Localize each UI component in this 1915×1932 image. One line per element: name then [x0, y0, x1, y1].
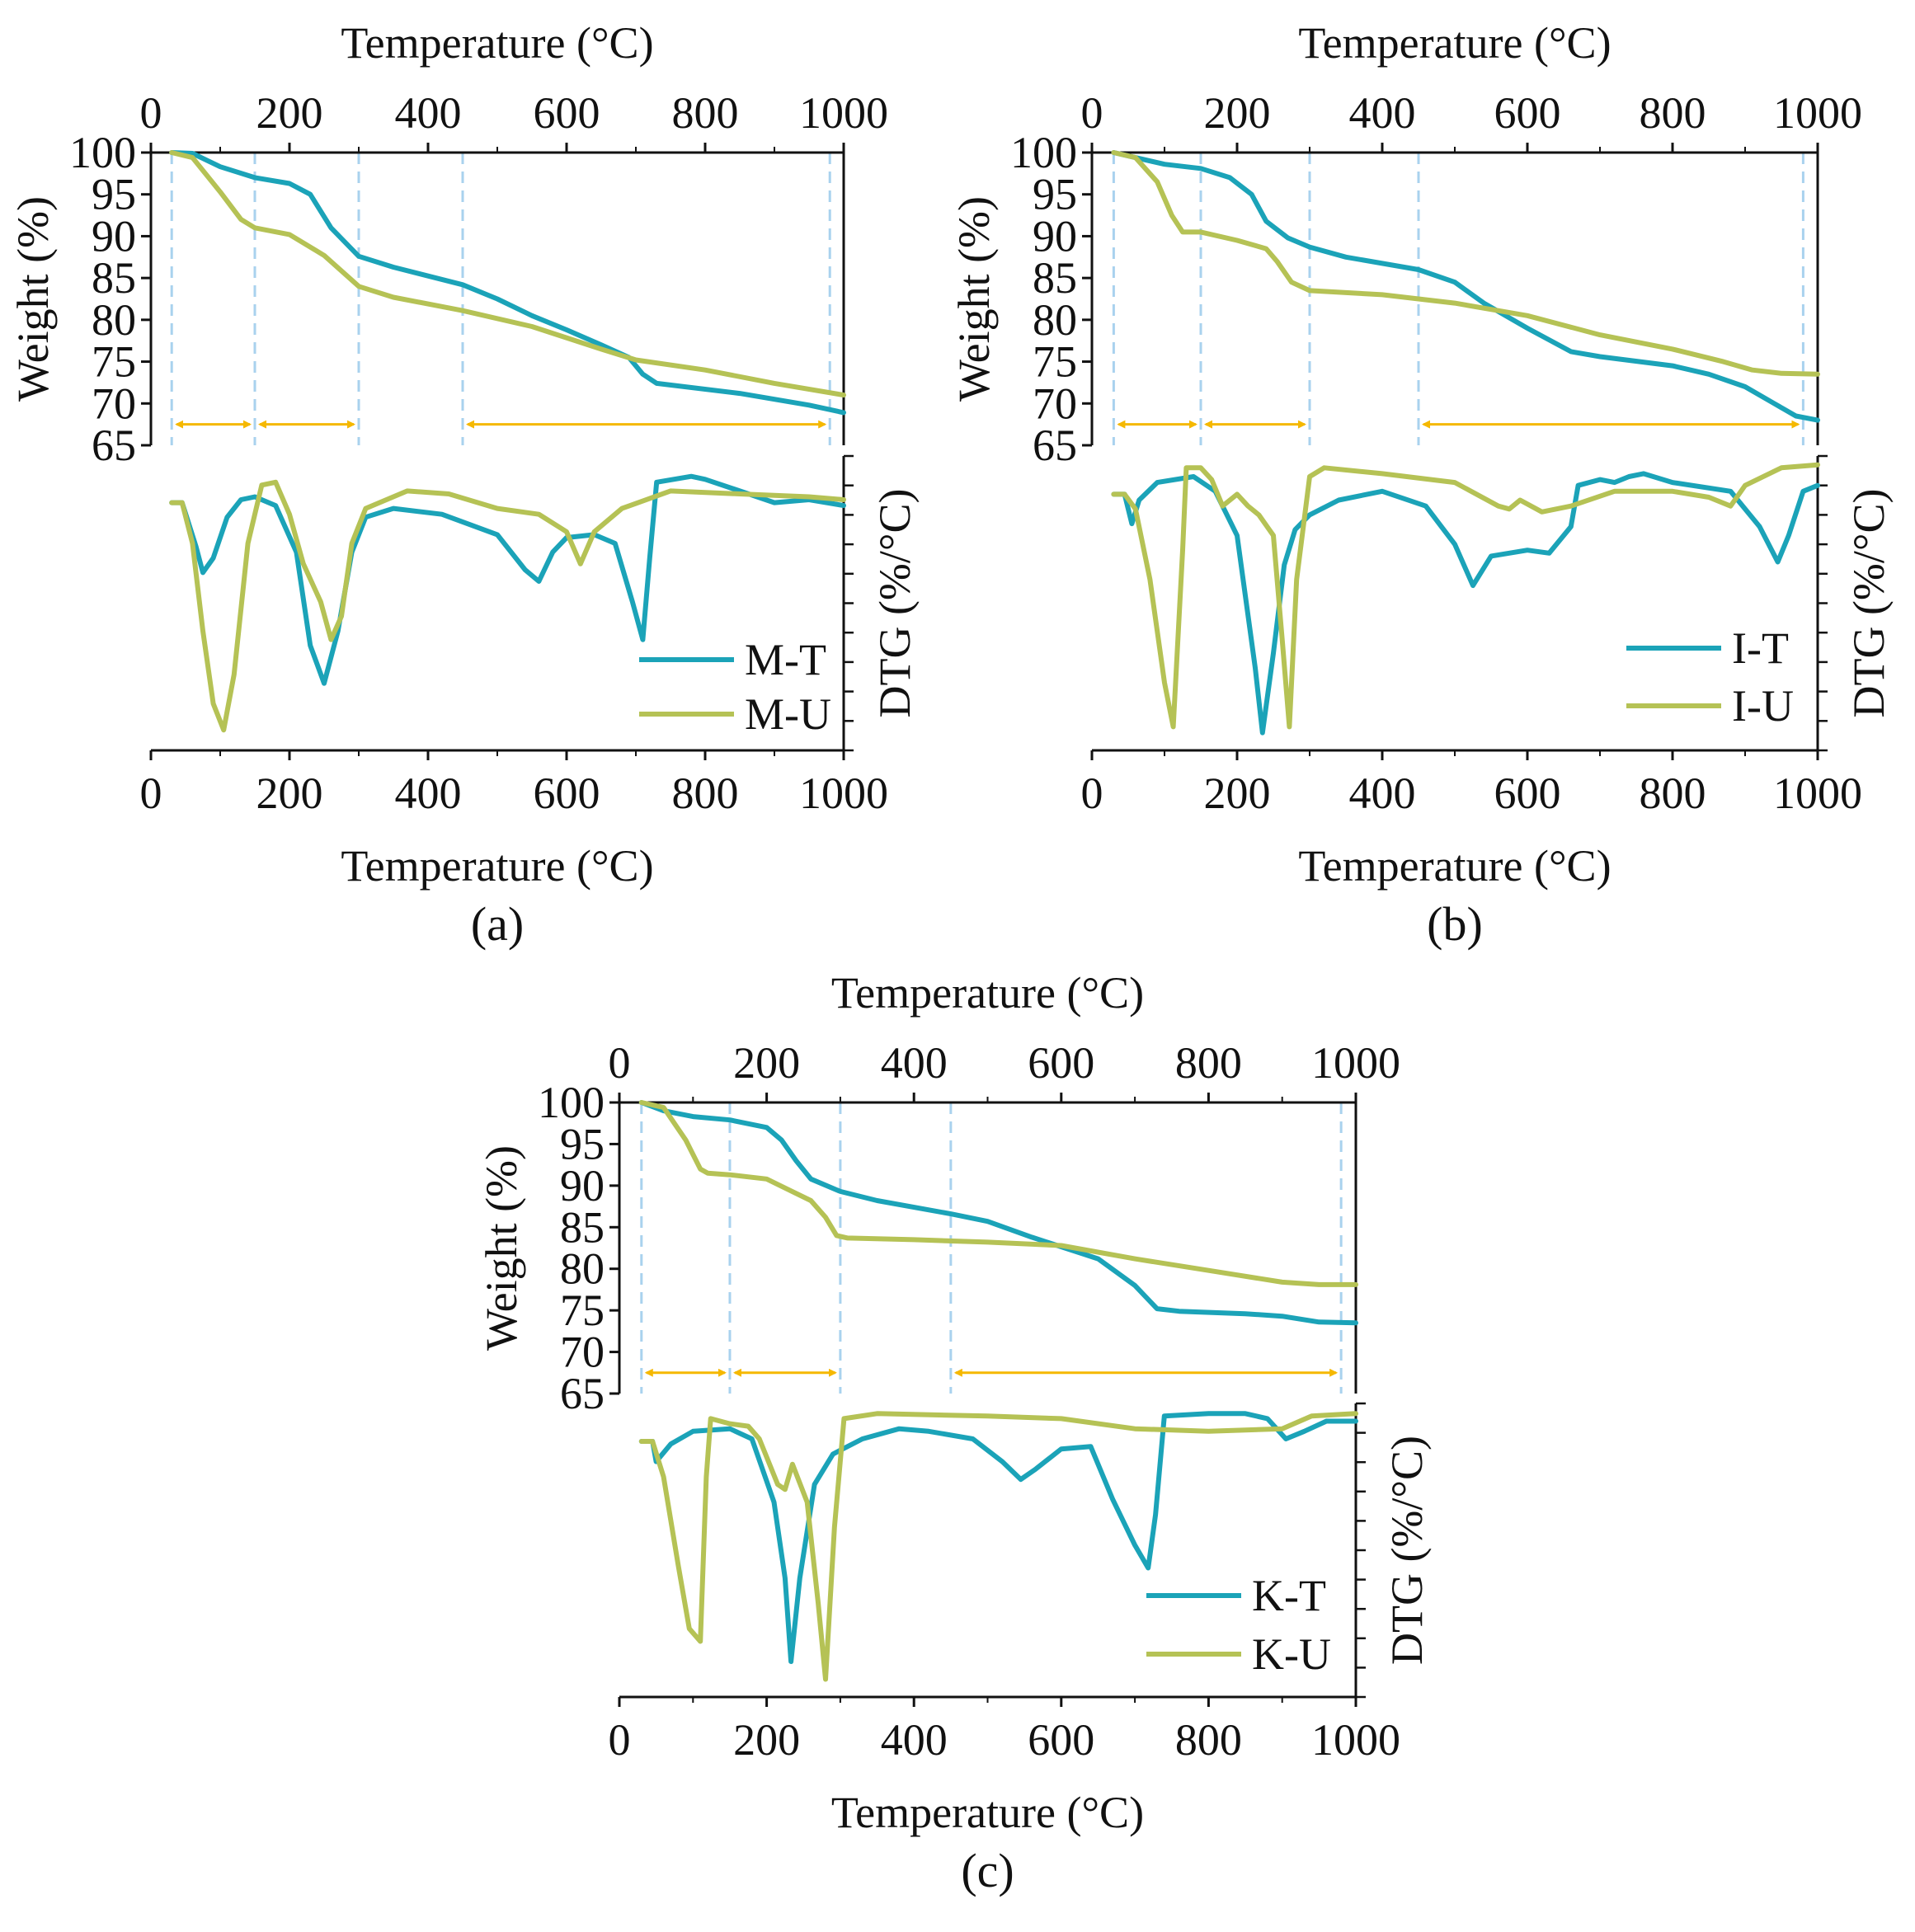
weight-y-tick-label: 70	[1033, 378, 1077, 428]
bottom-x-tick-label: 200	[733, 1715, 800, 1765]
weight-y-tick-label: 80	[560, 1244, 605, 1294]
bottom-x-axis-title: Temperature (°C)	[341, 841, 653, 891]
weight-y-tick-label: 100	[1010, 128, 1077, 177]
weight-y-tick-label: 85	[92, 253, 136, 303]
top-x-tick-label: 400	[881, 1038, 948, 1088]
dtg-curve-M-U	[169, 479, 846, 733]
weight-y-tick-label: 75	[560, 1286, 605, 1335]
bottom-x-tick-label: 800	[672, 769, 739, 818]
top-x-tick-label: 800	[1175, 1038, 1242, 1088]
panel-a: 0 0 200 200 400 400 600 600 800 800 1000 1000 657075…	[8, 18, 920, 951]
dtg-curve-I-T	[1111, 471, 1820, 736]
weight-y-tick-label: 80	[1033, 295, 1077, 345]
legend-label: K-T	[1252, 1571, 1326, 1620]
bottom-x-tick-label: 0	[609, 1715, 631, 1765]
weight-curve-M-U	[169, 150, 846, 398]
bottom-x-axis-title: Temperature (°C)	[831, 1788, 1144, 1837]
weight-y-tick-label: 75	[1033, 337, 1077, 387]
panel-label: (c)	[961, 1844, 1014, 1897]
weight-y-tick-label: 80	[92, 295, 136, 345]
dtg-curve-I-U	[1111, 462, 1820, 730]
weight-y-tick-label: 85	[1033, 253, 1077, 303]
top-x-tick-label: 0	[1081, 88, 1103, 138]
weight-y-tick-label: 95	[92, 170, 136, 219]
weight-y-axis-title: Weight (%)	[949, 196, 999, 402]
top-x-axis-title: Temperature (°C)	[341, 18, 653, 68]
top-x-tick-label: 400	[1349, 88, 1416, 138]
bottom-x-tick-label: 600	[534, 769, 600, 818]
bottom-x-tick-label: 400	[1349, 769, 1416, 818]
bottom-x-tick-label: 0	[140, 769, 162, 818]
top-x-tick-label: 1000	[799, 88, 888, 138]
weight-y-tick-label: 75	[92, 337, 136, 387]
top-x-tick-label: 200	[256, 88, 323, 138]
legend-label: I-U	[1732, 681, 1794, 731]
bottom-x-tick-label: 400	[881, 1715, 948, 1765]
top-x-tick-label: 1000	[1773, 88, 1862, 138]
bottom-x-tick-label: 600	[1494, 769, 1561, 818]
bottom-x-axis-title: Temperature (°C)	[1298, 841, 1611, 891]
weight-y-tick-label: 70	[560, 1328, 605, 1377]
bottom-x-tick-label: 200	[1204, 769, 1271, 818]
bottom-x-tick-label: 1000	[1773, 769, 1862, 818]
top-x-tick-label: 600	[534, 88, 600, 138]
top-x-axis-title: Temperature (°C)	[831, 968, 1144, 1018]
weight-curve-I-U	[1111, 150, 1820, 377]
bottom-x-tick-label: 1000	[799, 769, 888, 818]
weight-y-axis-title: Weight (%)	[8, 196, 58, 402]
weight-y-axis-title: Weight (%)	[477, 1145, 526, 1351]
dtg-curve-M-T	[169, 473, 846, 686]
dtg-y-axis-title: DTG (%/°C)	[1382, 1436, 1432, 1665]
top-x-tick-label: 200	[1204, 88, 1271, 138]
dtg-curve-K-U	[638, 1411, 1358, 1682]
top-x-tick-label: 200	[733, 1038, 800, 1088]
top-x-tick-label: 600	[1494, 88, 1561, 138]
weight-y-tick-label: 70	[92, 378, 136, 428]
panel-c: 0 0 200 200 400 400 600 600 800 800 1000 1000 657075…	[477, 968, 1432, 1897]
weight-y-tick-label: 65	[1033, 421, 1077, 470]
weight-y-tick-label: 95	[560, 1119, 605, 1168]
weight-y-tick-label: 95	[1033, 170, 1077, 219]
bottom-x-tick-label: 200	[256, 769, 323, 818]
bottom-x-tick-label: 0	[1081, 769, 1103, 818]
dtg-y-axis-title: DTG (%/°C)	[1844, 488, 1894, 717]
top-x-tick-label: 600	[1028, 1038, 1094, 1088]
weight-y-tick-label: 90	[560, 1161, 605, 1210]
legend-label: M-U	[745, 689, 831, 739]
weight-y-tick-label: 100	[69, 128, 136, 177]
panel-label: (b)	[1427, 897, 1483, 951]
legend-label: M-T	[745, 635, 826, 684]
weight-curve-M-T	[169, 150, 846, 416]
top-x-tick-label: 0	[140, 88, 162, 138]
bottom-x-tick-label: 800	[1640, 769, 1706, 818]
weight-y-tick-label: 90	[1033, 211, 1077, 261]
top-x-tick-label: 400	[395, 88, 462, 138]
top-x-tick-label: 800	[672, 88, 739, 138]
weight-curve-I-T	[1111, 150, 1820, 423]
weight-y-tick-label: 85	[560, 1202, 605, 1252]
dtg-curve-K-T	[638, 1411, 1358, 1664]
weight-y-tick-label: 65	[560, 1369, 605, 1418]
top-x-tick-label: 1000	[1311, 1038, 1400, 1088]
weight-y-tick-label: 100	[538, 1078, 605, 1127]
panel-b: 0 0 200 200 400 400 600 600 800 800 1000 1000 657075…	[949, 18, 1894, 951]
weight-y-tick-label: 65	[92, 421, 136, 470]
bottom-x-tick-label: 1000	[1311, 1715, 1400, 1765]
weight-y-tick-label: 90	[92, 211, 136, 261]
top-x-tick-label: 0	[609, 1038, 631, 1088]
top-x-tick-label: 800	[1640, 88, 1706, 138]
panel-label: (a)	[471, 897, 524, 951]
legend-label: K-U	[1252, 1629, 1331, 1679]
bottom-x-tick-label: 800	[1175, 1715, 1242, 1765]
bottom-x-tick-label: 600	[1028, 1715, 1094, 1765]
weight-curve-K-U	[638, 1100, 1358, 1287]
top-x-axis-title: Temperature (°C)	[1298, 18, 1611, 68]
weight-curve-K-T	[638, 1100, 1358, 1326]
legend-label: I-T	[1732, 623, 1789, 673]
bottom-x-tick-label: 400	[395, 769, 462, 818]
dtg-y-axis-title: DTG (%/°C)	[870, 488, 920, 717]
